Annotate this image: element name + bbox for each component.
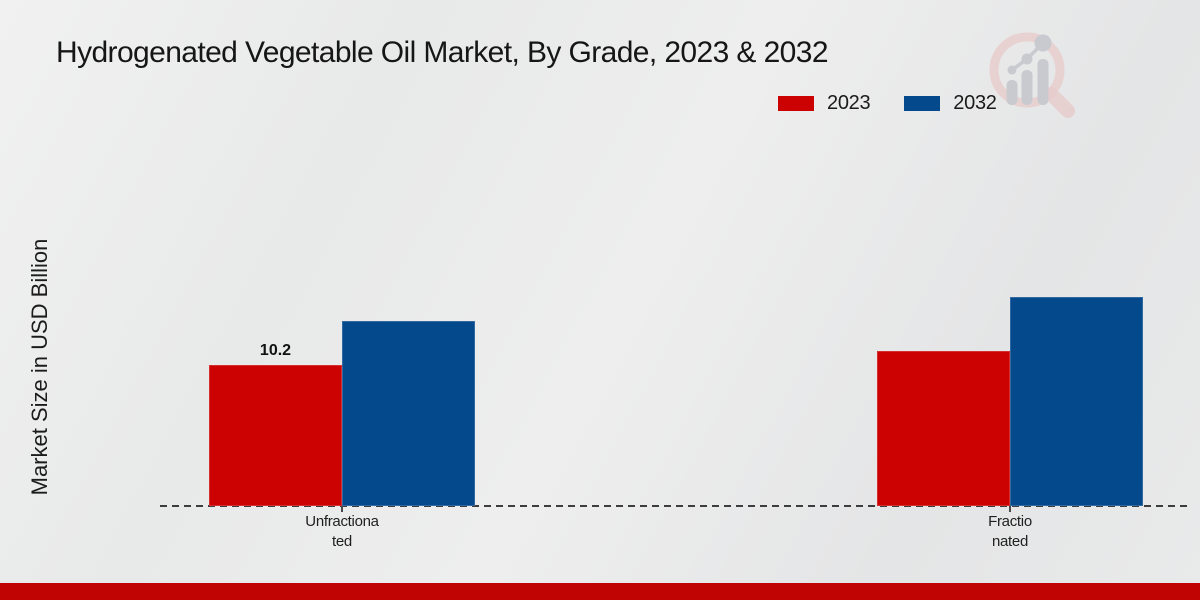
legend: 2023 2032 (778, 92, 997, 115)
x-axis-tick (1009, 506, 1011, 512)
footer-accent-bar (0, 583, 1200, 600)
bar-value-label: 10.2 (259, 342, 292, 359)
legend-item-2023: 2023 (778, 92, 871, 115)
legend-label-2032: 2032 (953, 92, 997, 114)
bar-2032-unfractionated (342, 321, 475, 506)
legend-swatch-2032 (904, 96, 941, 111)
legend-swatch-2023 (778, 96, 814, 111)
legend-label-2023: 2023 (827, 92, 871, 114)
bar-2032-fractionated (1010, 297, 1143, 506)
magnifier-bar-chart-logo (989, 32, 1075, 118)
bar-2023-unfractionated (209, 365, 342, 506)
x-axis-baseline (160, 505, 1190, 507)
x-axis-tick (341, 506, 343, 512)
x-tick-label-unfractionated: Unfractiona ted (305, 513, 379, 550)
bar-2023-fractionated (877, 351, 1010, 506)
chart-title: Hydrogenated Vegetable Oil Market, By Gr… (56, 36, 829, 69)
legend-item-2032: 2032 (904, 92, 997, 115)
x-tick-label-fractionated: Fractio nated (988, 513, 1032, 550)
